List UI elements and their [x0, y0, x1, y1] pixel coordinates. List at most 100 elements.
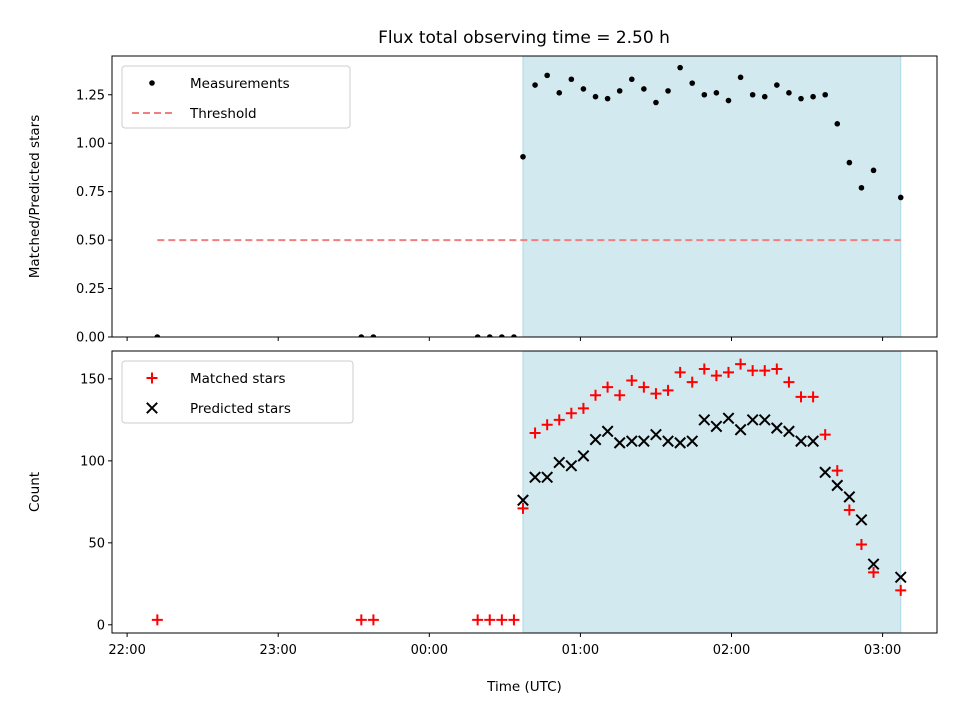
y-axis-label: Count — [27, 472, 43, 512]
measurements-point — [834, 121, 841, 127]
y-tick-label: 0.25 — [76, 282, 105, 297]
matched-stars-point — [650, 388, 662, 400]
y-tick-label: 0.75 — [76, 185, 105, 200]
chart-title: Flux total observing time = 2.50 h — [378, 28, 670, 48]
measurements-point — [713, 90, 720, 96]
matched-stars-point — [472, 614, 484, 626]
matched-stars-point — [759, 365, 771, 377]
observing-window-shading — [522, 55, 902, 338]
matched-stars-point — [783, 376, 795, 388]
x-tick-label: 23:00 — [259, 643, 296, 658]
matched-stars-point — [484, 614, 496, 626]
matched-stars-point — [662, 384, 674, 396]
predicted-stars-point — [625, 435, 638, 448]
measurements-point — [897, 194, 904, 201]
matched-stars-point — [602, 381, 614, 393]
legend: Measurements Threshold — [121, 65, 351, 129]
y-tick-label: 100 — [80, 454, 105, 469]
matched-stars-point — [638, 381, 650, 393]
x-tick-label: 22:00 — [108, 643, 145, 658]
matched-stars-point — [855, 538, 867, 550]
matched-stars-point — [508, 614, 520, 626]
top-panel: 0.00 0.25 0.50 0.75 1.00 1.25 Matched/Predicte… — [27, 55, 938, 346]
legend-measurements-swatch — [149, 80, 155, 86]
measurements-point — [616, 88, 623, 94]
matched-stars-point — [614, 389, 626, 401]
measurements-point — [822, 91, 828, 98]
matched-stars-point — [710, 370, 722, 382]
measurements-point — [370, 334, 377, 337]
predicted-stars-point — [867, 558, 880, 571]
measurements-point — [544, 72, 550, 79]
predicted-stars-point — [831, 479, 844, 492]
measurements-point — [737, 74, 744, 81]
legend-predicted-stars-swatch — [146, 402, 158, 414]
legend-box — [121, 360, 354, 424]
measurements-point — [701, 91, 708, 98]
matched-stars-point — [496, 614, 508, 626]
matched-stars-point — [151, 614, 163, 626]
matched-stars-point — [843, 504, 855, 516]
predicted-stars-point — [722, 412, 735, 425]
matched-stars-point — [831, 465, 843, 477]
predicted-stars-point — [686, 435, 699, 448]
measurements-point — [689, 80, 696, 86]
matched-stars-point — [517, 502, 529, 514]
matched-stars-point — [565, 407, 577, 419]
predicted-stars-point — [650, 428, 662, 441]
predicted-stars-point — [517, 494, 529, 507]
matched-stars-point — [771, 363, 783, 375]
observing-window-shading — [522, 350, 902, 634]
axes-frame — [111, 350, 938, 634]
matched-stars-point — [674, 366, 686, 378]
predicted-stars-point — [662, 435, 674, 448]
y-tick-label: 1.25 — [76, 88, 105, 103]
measurements-point — [532, 82, 538, 88]
predicted-stars-point — [674, 436, 687, 449]
y-tick-label: 1.00 — [76, 137, 105, 152]
predicted-stars-point — [601, 425, 614, 438]
measurements-point — [798, 95, 804, 102]
matched-stars-point — [698, 363, 710, 375]
measurements-point — [511, 334, 517, 337]
legend-box — [121, 65, 351, 129]
measurements-point — [774, 82, 780, 88]
y-tick-label: 150 — [80, 372, 105, 387]
measurements-point — [677, 64, 683, 71]
predicted-stars-point — [529, 471, 541, 484]
legend-label: Threshold — [189, 106, 257, 122]
x-tick-label: 02:00 — [713, 643, 750, 658]
y-tick-label: 50 — [88, 536, 105, 551]
measurements-point — [520, 153, 526, 160]
measurements-point — [474, 334, 481, 337]
data-layer — [151, 358, 907, 626]
measurements-point — [858, 184, 865, 191]
matched-stars-point — [895, 584, 907, 596]
matched-stars-point — [553, 414, 565, 426]
measurements-point — [749, 91, 756, 98]
predicted-stars-point — [843, 491, 856, 503]
measurements-point — [628, 76, 635, 83]
matched-stars-point — [747, 365, 759, 377]
predicted-stars-point — [894, 571, 907, 584]
measurements-point — [725, 97, 732, 104]
predicted-stars-point — [637, 435, 650, 448]
matched-stars-point — [541, 419, 553, 431]
predicted-stars-point — [746, 413, 759, 426]
x-axis-label: Time (UTC) — [486, 679, 562, 695]
measurements-point — [786, 90, 792, 96]
matched-stars-point — [819, 429, 831, 441]
measurements-point — [556, 90, 563, 96]
predicted-stars-point — [710, 420, 723, 433]
legend-label: Measurements — [190, 76, 290, 92]
measurements-point — [870, 167, 877, 174]
matched-stars-point — [367, 614, 379, 626]
measurements-point — [358, 334, 365, 337]
x-tick-label: 00:00 — [411, 643, 448, 658]
predicted-stars-point — [783, 425, 795, 438]
measurements-point — [580, 86, 587, 92]
matched-stars-point — [577, 402, 589, 414]
y-tick-label: 0.50 — [76, 234, 105, 249]
measurements-point — [568, 76, 575, 83]
